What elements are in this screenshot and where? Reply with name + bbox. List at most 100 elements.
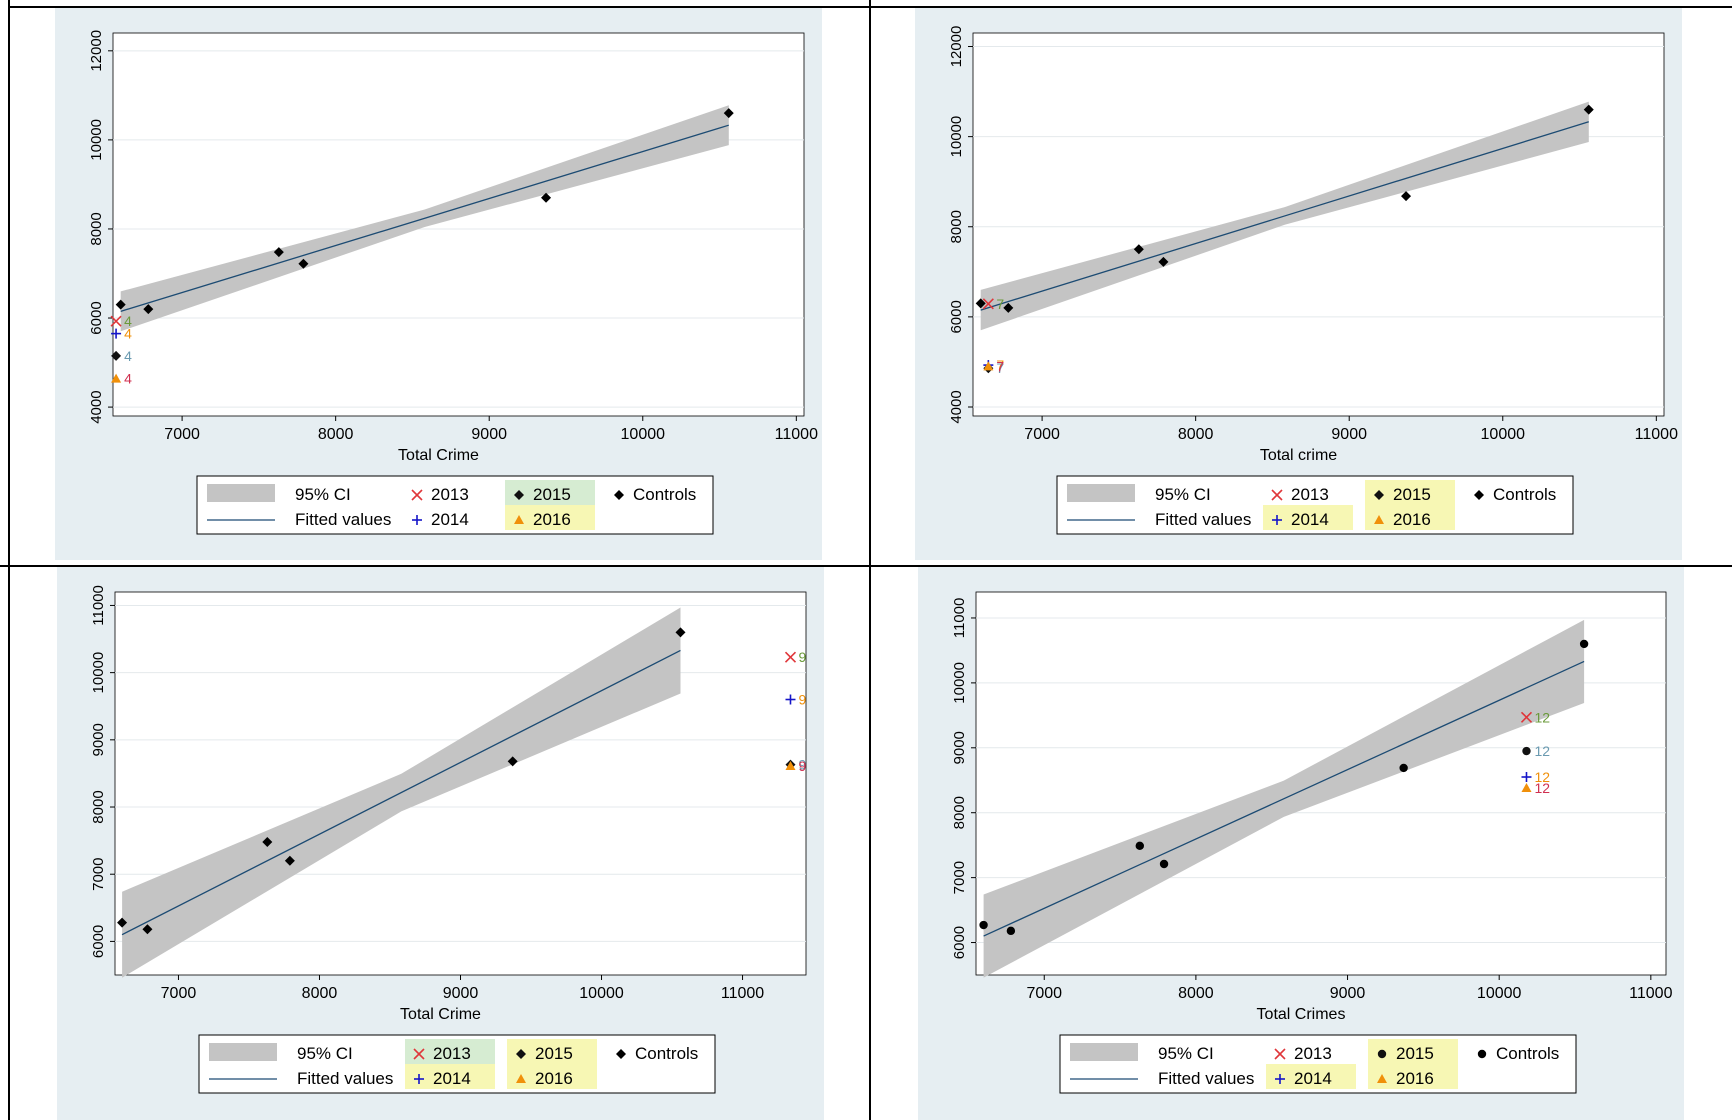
control-point — [1399, 763, 1408, 773]
legend-2013-label: 2013 — [433, 1044, 471, 1063]
legend-controls-swatch — [1477, 1049, 1487, 1059]
control-point — [143, 304, 154, 315]
y-tick-label: 12000 — [948, 26, 965, 68]
legend-ci-label: 95% CI — [1158, 1044, 1214, 1063]
legend-fit-label: Fitted values — [297, 1069, 393, 1088]
x-tick-label: 8000 — [1178, 985, 1214, 1002]
legend-2013-swatch-b — [1274, 1048, 1286, 1060]
chart-panel-4: 6000 7000 8000 9000 10000 11000 7000 8000 9000 10… — [918, 567, 1684, 1120]
legend-2016-label: 2016 — [1396, 1069, 1434, 1088]
x-tick-label: 9000 — [471, 426, 507, 443]
treated-label-2013: 4 — [124, 313, 132, 329]
x-axis-label: Total Crimes — [1257, 1006, 1346, 1023]
y-tick-label: 6000 — [90, 925, 107, 958]
control-point — [1133, 244, 1144, 255]
treated-point-2013 — [982, 298, 994, 310]
treated-point-2014 — [785, 694, 796, 705]
plot-area — [112, 32, 805, 417]
x-axis-label: Total crime — [1260, 447, 1337, 464]
legend-2015-swatch — [1377, 1049, 1387, 1059]
legend-2014-label: 2014 — [431, 510, 469, 529]
legend-2014-label: 2014 — [433, 1069, 471, 1088]
legend-2015-swatch — [516, 1049, 526, 1059]
legend-ci-label: 95% CI — [295, 485, 351, 504]
x-tick-label: 10000 — [621, 426, 666, 443]
legend-ci-label: 95% CI — [1155, 485, 1211, 504]
y-tick-label: 10000 — [951, 662, 968, 704]
y-tick-label: 11000 — [90, 585, 107, 626]
treated-label-2016: 9 — [798, 758, 806, 774]
control-point — [1159, 859, 1169, 869]
legend-2013-swatch-b — [411, 489, 423, 501]
x-tick-label: 7000 — [161, 985, 197, 1002]
treated-point-2016 — [111, 373, 122, 383]
legend-2013-swatch-b — [1271, 489, 1283, 501]
legend-highlight — [1266, 1064, 1356, 1089]
treated-point-2016 — [785, 761, 796, 771]
legend-fit-label: Fitted values — [295, 510, 391, 529]
legend-ci-swatch — [209, 1043, 277, 1061]
y-tick-label: 4000 — [948, 390, 965, 423]
treated-point-2013 — [784, 651, 797, 663]
legend-box — [196, 475, 714, 535]
grid-horizontal-divider — [0, 565, 1732, 567]
legend-fit-label: Fitted values — [1158, 1069, 1254, 1088]
control-point — [975, 298, 986, 309]
y-tick-label: 7000 — [951, 861, 968, 894]
treated-point-2015 — [111, 350, 122, 361]
x-tick-label: 11000 — [721, 985, 764, 1002]
y-tick-label: 8000 — [88, 212, 105, 245]
treated-point-2013-b — [1520, 711, 1533, 723]
legend-2015-label: 2015 — [535, 1044, 573, 1063]
legend-2013-swatch — [1274, 1048, 1286, 1060]
y-tick-label: 6000 — [951, 926, 968, 959]
legend-2014-label: 2014 — [1291, 510, 1329, 529]
x-tick-label: 10000 — [1477, 985, 1522, 1002]
control-point — [1158, 256, 1169, 267]
legend-controls-swatch — [616, 1049, 626, 1059]
legend-2016-label: 2016 — [1393, 510, 1431, 529]
control-point — [1006, 926, 1016, 936]
legend-2014-label: 2014 — [1294, 1069, 1332, 1088]
legend-controls-label: Controls — [633, 485, 696, 504]
treated-label-2013: 9 — [798, 649, 806, 665]
control-point — [284, 855, 295, 866]
y-tick-label: 9000 — [951, 731, 968, 764]
legend-2016-swatch — [1377, 1074, 1387, 1083]
legend-ci-swatch — [1067, 484, 1135, 502]
legend-2014-swatch — [412, 515, 422, 525]
control-point — [115, 299, 126, 310]
legend-2013-swatch — [411, 489, 423, 501]
y-tick-label: 8000 — [948, 210, 965, 243]
legend-ci-label: 95% CI — [297, 1044, 353, 1063]
legend-highlight — [405, 1039, 495, 1064]
control-point — [723, 108, 734, 119]
legend-controls-swatch — [1474, 490, 1484, 500]
legend-2013-swatch — [1271, 489, 1283, 501]
fitted-line — [121, 649, 681, 936]
legend-2013-label: 2013 — [1291, 485, 1329, 504]
legend-fit-label: Fitted values — [1155, 510, 1251, 529]
grid-vertical-divider — [869, 0, 871, 1120]
treated-label-2016: 7 — [996, 358, 1004, 374]
treated-label-2015: 4 — [124, 348, 132, 364]
legend-controls-label: Controls — [1496, 1044, 1559, 1063]
treated-label-2015: 12 — [1534, 743, 1550, 759]
control-point — [117, 917, 128, 928]
y-tick-label: 10000 — [948, 116, 965, 158]
control-point — [1583, 104, 1594, 115]
control-point — [1579, 639, 1589, 649]
control-point — [675, 627, 686, 638]
x-tick-label: 10000 — [1481, 426, 1526, 443]
chart-panel-1: 4000 6000 8000 10000 12000 7000 8000 9000 10000 1… — [55, 8, 822, 560]
treated-point-2016 — [983, 361, 994, 371]
legend-ci-swatch — [207, 484, 275, 502]
x-tick-label: 7000 — [1026, 985, 1062, 1002]
control-point — [262, 836, 273, 847]
legend-2015-swatch — [514, 490, 524, 500]
legend-2016-swatch — [516, 1074, 526, 1083]
control-point — [273, 247, 284, 258]
legend-2016-swatch — [1374, 515, 1384, 524]
x-axis-label: Total Crime — [398, 447, 479, 464]
